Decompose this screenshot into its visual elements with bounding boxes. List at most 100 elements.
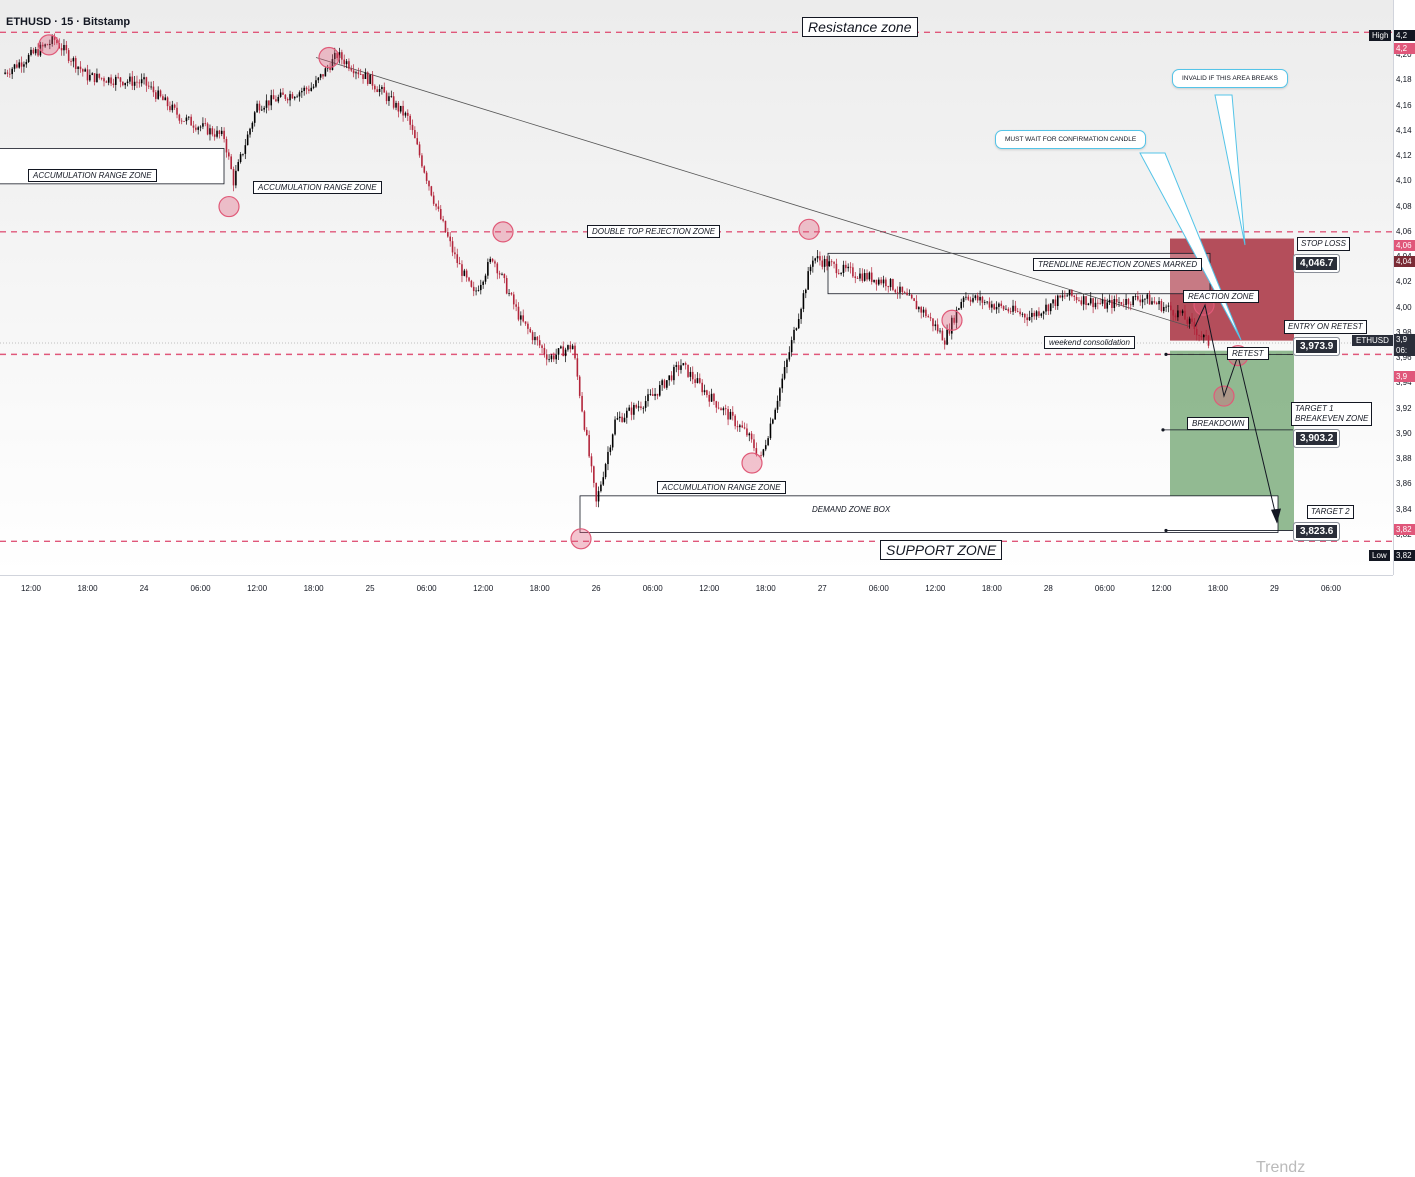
candle-bear: [103, 78, 105, 82]
candle-bear: [720, 408, 722, 411]
candle-bear: [621, 416, 623, 422]
candle-bull: [209, 128, 211, 135]
candle-bear: [383, 86, 386, 93]
candle-bull: [814, 258, 817, 261]
candle-bear: [1174, 315, 1177, 318]
candle-bear: [969, 299, 972, 302]
candle-bear: [451, 241, 454, 253]
candle-bear: [915, 300, 918, 310]
candle-bear: [1127, 298, 1130, 305]
candle-bear: [46, 44, 49, 46]
candle-bear: [724, 408, 727, 410]
time-axis[interactable]: 12:00 18:00 24 06:00 12:00 18:00 25 06:00 12:00 1…: [0, 575, 1393, 1176]
candle-bull: [1052, 299, 1054, 304]
target-1-label: TARGET 1 BREAKEVEN ZONE: [1291, 402, 1373, 426]
candle-bear: [362, 74, 364, 80]
candle-bear: [79, 66, 82, 70]
candle-bear: [906, 292, 908, 296]
candle-bull: [185, 117, 188, 122]
target-2-price-badge[interactable]: 3,823.6: [1293, 522, 1341, 541]
candle-bear: [407, 112, 409, 116]
time-tick-label: 06:00: [868, 584, 889, 593]
candle-bear: [1198, 335, 1200, 336]
candle-bull: [649, 394, 652, 395]
candle-bear: [541, 345, 543, 348]
candle-bear: [110, 77, 112, 84]
candle-bull: [779, 388, 781, 401]
swing-marker-circle: [318, 46, 340, 69]
candle-bull: [614, 419, 616, 435]
time-tick-label: 28: [1043, 584, 1053, 593]
candle-bull: [378, 89, 381, 92]
candle-bull: [487, 262, 489, 276]
entry-on-retest-label: ENTRY ON RETEST: [1284, 320, 1367, 334]
stop-loss-price-badge[interactable]: 4,046.7: [1293, 254, 1341, 273]
candle-bull: [293, 96, 296, 99]
candle-bear: [656, 393, 659, 396]
candle-bear: [510, 293, 513, 295]
chart-plot-area[interactable]: ETHUSD · 15 · Bitstamp Resistance zone S…: [0, 0, 1393, 575]
candle-bear: [670, 375, 673, 381]
candle-bull: [666, 380, 668, 388]
candle-bull: [628, 407, 630, 411]
candle-bull: [899, 286, 901, 293]
candle-bear: [1064, 295, 1066, 297]
time-tick-label: 12:00: [473, 584, 494, 593]
candle-bear: [105, 81, 108, 83]
swing-marker-circle: [218, 195, 240, 218]
candle-bear: [136, 81, 138, 83]
candle-bear: [875, 279, 878, 285]
candle-bull: [1066, 295, 1068, 297]
candle-bear: [866, 273, 868, 280]
candle-bull: [1101, 299, 1104, 304]
candle-bull: [312, 86, 315, 88]
candle-bear: [701, 382, 703, 393]
candle-bear: [223, 130, 225, 139]
candle-bull: [564, 349, 567, 357]
candle-bull: [296, 96, 298, 98]
candle-bear: [1073, 295, 1076, 298]
candle-bear: [93, 73, 96, 83]
candle-bear: [903, 291, 906, 293]
time-tick-label: 18:00: [529, 584, 550, 593]
candle-bull: [979, 296, 981, 301]
candle-bull: [710, 393, 713, 402]
candle-bear: [336, 52, 338, 59]
candle-bull: [1146, 294, 1149, 299]
candle-bear: [760, 455, 762, 457]
candle-bear: [583, 411, 586, 430]
candle-bear: [545, 354, 548, 360]
candle-bear: [322, 74, 324, 77]
candle-bull: [878, 279, 880, 285]
current-price-axis-tag: 3,9: [1394, 334, 1415, 345]
target-1-price-badge[interactable]: 3,903.2: [1293, 429, 1341, 448]
candle-bear: [635, 405, 638, 408]
entry-price-badge[interactable]: 3,973.9: [1293, 337, 1341, 356]
candle-bull: [270, 95, 273, 106]
candle-bear: [988, 301, 991, 308]
candle-bear: [976, 295, 979, 301]
candle-bear: [981, 296, 984, 303]
candle-bull: [974, 295, 977, 299]
price-axis[interactable]: 4,20 4,18 4,16 4,14 4,12 4,10 4,08 4,06 4,04 4,02…: [1393, 0, 1415, 575]
time-tick-label: 12:00: [925, 584, 946, 593]
candle-bear: [374, 85, 376, 90]
candle-bear: [65, 44, 68, 51]
candle-bull: [25, 61, 28, 65]
candle-bull: [72, 58, 75, 62]
candle-bull: [637, 406, 640, 408]
candle-bear: [1207, 335, 1210, 346]
candle-bull: [647, 394, 649, 402]
candle-bear: [286, 98, 289, 101]
candle-bear: [1200, 335, 1203, 338]
candle-bull: [809, 266, 812, 272]
target-leader-dot: [1164, 528, 1168, 533]
candle-bull: [355, 72, 357, 74]
symbol-title[interactable]: ETHUSD · 15 · Bitstamp: [6, 16, 131, 28]
candle-bull: [246, 134, 249, 146]
candle-bull: [23, 64, 25, 67]
candle-bear: [1019, 311, 1021, 315]
candle-bear: [162, 96, 164, 101]
candle-bear: [835, 263, 838, 274]
candle-bull: [934, 324, 937, 327]
